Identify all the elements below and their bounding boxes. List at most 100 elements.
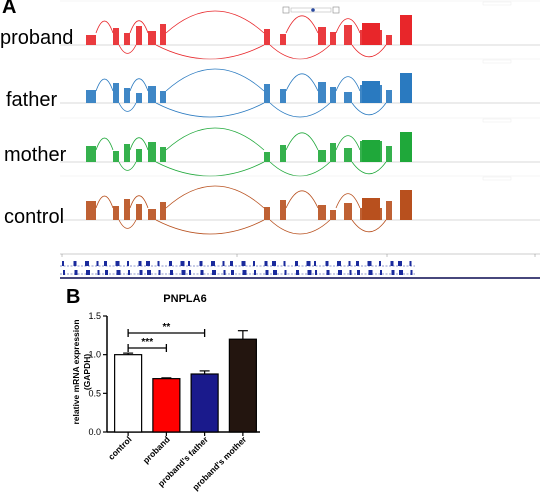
splice-junction-arc: [165, 68, 265, 92]
exon-coverage: [280, 34, 286, 45]
splice-junction-arc: [129, 20, 149, 34]
gene-exon: [211, 261, 215, 266]
exon-coverage: [264, 152, 270, 162]
exon-coverage: [148, 142, 156, 162]
exon-coverage-peak: [400, 190, 412, 220]
exon-coverage: [124, 88, 130, 103]
gene-exon: [338, 270, 342, 275]
zoom-slider[interactable]: [290, 7, 332, 13]
exon-coverage: [386, 146, 392, 162]
significance-stars: ***: [141, 337, 153, 348]
panel-b-letter: B: [66, 286, 81, 308]
gene-exon: [379, 261, 381, 266]
y-axis-label-line2: (GAPDH): [82, 354, 92, 391]
splice-junction-arc: [285, 190, 319, 209]
exon-coverage: [344, 148, 352, 162]
y-tick-label: 1.0: [88, 350, 101, 360]
gene-exon: [410, 270, 413, 275]
splice-junction-arc: [335, 18, 361, 34]
gene-exon: [222, 261, 225, 266]
gene-exon: [368, 270, 373, 275]
splice-junction-arc: [269, 44, 331, 60]
splice-junction-arc: [351, 161, 387, 175]
exon-coverage: [160, 202, 166, 220]
gene-exon: [398, 261, 402, 266]
splice-junction-arc: [95, 195, 114, 209]
splice-junction-arc: [155, 102, 265, 118]
gene-exon: [348, 261, 351, 266]
exon-coverage: [113, 83, 119, 103]
exon-coverage: [124, 199, 130, 220]
exon-coverage: [148, 86, 156, 103]
y-tick-label: 1.5: [88, 311, 101, 321]
gene-exon: [284, 270, 287, 275]
exon-coverage: [124, 144, 130, 162]
exon-coverage: [86, 201, 96, 220]
exon-coverage: [136, 149, 142, 162]
splice-junction-arc: [95, 20, 114, 34]
gene-exon: [399, 270, 403, 275]
gene-exon: [231, 270, 234, 275]
splice-junction-arc: [155, 161, 265, 177]
gene-exon: [223, 270, 226, 275]
exon-coverage-peak: [400, 132, 412, 162]
sashimi-plot-panel: [60, 0, 540, 279]
track-name-tag: [482, 176, 512, 181]
toolbar[interactable]: [282, 6, 340, 14]
significance-stars: **: [162, 322, 170, 333]
exon-coverage: [136, 93, 142, 103]
gene-exon: [74, 270, 78, 275]
exon-coverage: [113, 28, 119, 45]
gene-annotation-track: [60, 261, 415, 275]
splice-junction-arc: [335, 135, 361, 151]
zoom-slider-thumb[interactable]: [311, 8, 315, 12]
splice-junction-arc: [351, 102, 387, 116]
gene-exon: [200, 270, 204, 275]
exon-coverage: [113, 206, 119, 220]
zoom-in-icon[interactable]: [332, 6, 340, 14]
gene-exon: [73, 261, 77, 266]
gene-exon: [295, 261, 298, 266]
gene-exon: [283, 261, 286, 266]
gene-exon: [212, 270, 216, 275]
exon-coverage: [386, 201, 392, 220]
splice-junction-arc: [129, 195, 149, 209]
exon-coverage-peak: [362, 23, 380, 45]
coverage-track-proband: [60, 0, 540, 60]
gene-exon: [199, 261, 203, 266]
splice-junction-arc: [285, 132, 319, 151]
splice-junction-arc: [165, 10, 265, 34]
gene-exon: [349, 270, 352, 275]
coverage-track-mother: [60, 117, 540, 177]
exon-coverage: [330, 32, 336, 45]
exon-coverage: [264, 207, 270, 220]
exon-coverage: [330, 143, 336, 162]
exon-coverage: [280, 89, 286, 103]
gene-exon: [315, 270, 317, 275]
splice-junction-arc: [165, 185, 265, 209]
sample-label-mother: mother: [4, 144, 67, 166]
splice-junction-arc: [118, 161, 137, 171]
gene-exon: [314, 261, 316, 266]
bar-proband: [152, 378, 181, 433]
splice-junction-arc: [95, 78, 114, 92]
gene-exon: [116, 270, 121, 275]
splice-junction-arc: [165, 127, 265, 151]
exon-coverage-peak: [400, 15, 412, 45]
bar-proband-s-mother: [228, 338, 257, 433]
gene-exon: [189, 270, 191, 275]
gene-exon: [170, 270, 173, 275]
genomic-ruler: [60, 253, 540, 257]
gene-exon: [62, 261, 64, 266]
gene-exon: [253, 261, 255, 266]
splice-junction-arc: [129, 137, 149, 151]
gene-exon: [306, 261, 311, 266]
gene-exon: [296, 270, 299, 275]
zoom-out-icon[interactable]: [282, 6, 290, 14]
y-axis-label: relative mRNA expression (GAPDH): [71, 319, 92, 424]
gene-exon: [180, 261, 185, 266]
significance-bracket: **: [127, 322, 206, 337]
splice-junction-arc: [351, 219, 387, 233]
gene-exon: [97, 270, 100, 275]
exon-coverage: [113, 151, 119, 162]
